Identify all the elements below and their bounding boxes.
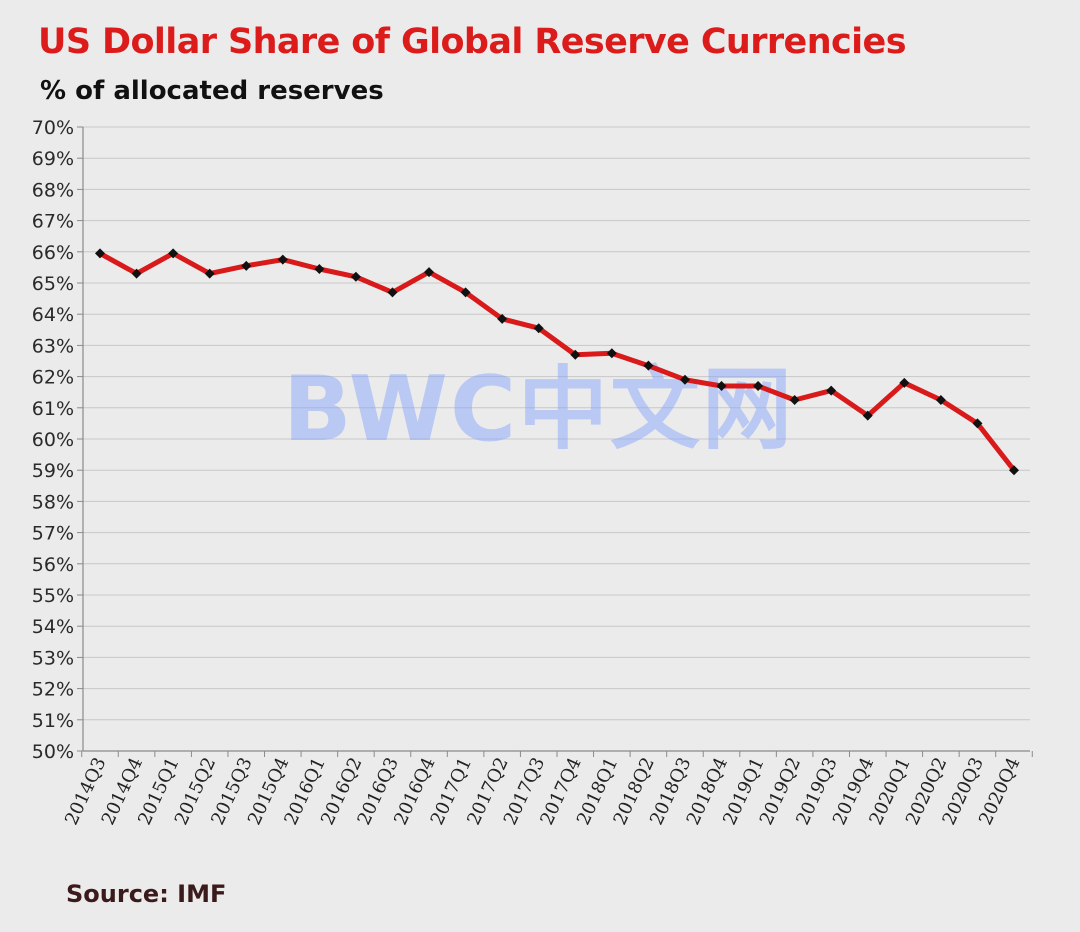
y-tick-label: 63% [32,335,74,357]
data-point-2016Q2 [350,271,361,282]
y-tick-label: 65% [32,273,74,295]
axes [77,126,1033,757]
y-tick-label: 60% [32,429,74,451]
data-point-2017Q2 [497,313,508,324]
data-point-2019Q3 [826,385,837,396]
y-tick-label: 56% [32,554,74,576]
y-tick-label: 66% [32,242,74,264]
y-tick-label: 70% [32,117,74,139]
y-tick-label: 68% [32,179,74,201]
data-point-2016Q1 [314,263,325,274]
y-axis-ticks: 50% 51% 52% 53% 54% 55% 56% 57% 58% 59% 60% 61% 62% 6… [32,117,74,763]
data-point-2018Q3 [679,374,690,385]
y-tick-label: 50% [32,741,74,763]
data-points [95,248,1019,476]
data-point-2017Q1 [460,287,471,298]
data-point-2015Q3 [241,260,252,271]
x-axis-ticks: 2014Q32014Q42015Q12015Q22015Q32015Q42016… [61,754,1024,828]
y-tick-label: 51% [32,710,74,732]
data-point-2017Q4 [570,349,581,360]
y-tick-label: 59% [32,460,74,482]
data-point-2019Q2 [789,395,800,405]
data-point-2014Q4 [131,268,142,279]
data-point-2015Q1 [168,248,179,259]
data-point-2019Q4 [862,410,873,421]
data-point-2020Q3 [972,418,983,429]
data-point-2015Q4 [277,254,288,265]
watermark-text: BWC中文网 [283,357,794,462]
y-tick-label: 58% [32,491,74,513]
y-tick-label: 62% [32,367,74,389]
data-point-2020Q2 [935,395,946,405]
data-point-2016Q4 [424,267,435,278]
y-tick-label: 54% [32,616,74,638]
data-point-2014Q3 [95,248,105,259]
chart-subtitle: % of allocated reserves [40,76,384,106]
series-line-group [97,250,1017,473]
data-point-2018Q2 [643,360,654,371]
chart-title: US Dollar Share of Global Reserve Curren… [38,22,907,62]
data-point-2019Q1 [753,380,764,391]
series-line [97,250,1017,473]
y-tick-label: 57% [32,523,74,545]
data-point-2020Q4 [1009,465,1019,476]
data-point-2015Q2 [204,268,215,279]
y-tick-label: 55% [32,585,74,607]
y-tick-label: 67% [32,211,74,233]
source-note: Source: IMF [66,880,227,908]
data-point-2017Q3 [533,323,544,334]
data-point-2020Q1 [899,377,910,388]
y-tick-label: 64% [32,304,74,326]
gridlines [83,126,1030,721]
data-point-2016Q3 [387,287,398,298]
data-point-2018Q4 [716,380,727,391]
y-tick-label: 61% [32,398,74,420]
y-tick-label: 53% [32,647,74,669]
data-point-2018Q1 [606,348,617,359]
y-tick-label: 69% [32,148,74,170]
y-tick-label: 52% [32,679,74,701]
